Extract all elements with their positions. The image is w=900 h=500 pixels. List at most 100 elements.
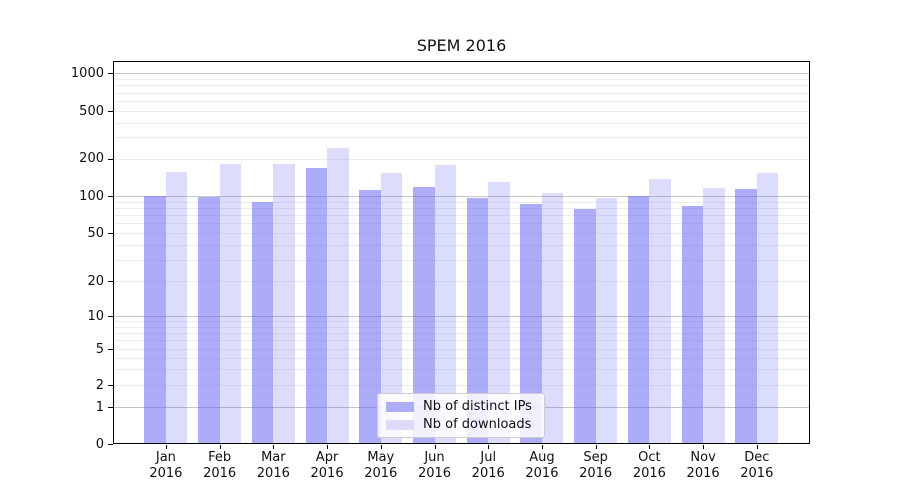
minor-gridline — [114, 357, 809, 359]
bar-downloads-jan — [165, 171, 188, 443]
bar-ips-oct — [627, 196, 650, 443]
minor-gridline — [114, 215, 809, 217]
bar-downloads-may — [380, 173, 403, 443]
legend-row: Nb of distinct IPs — [386, 399, 536, 414]
minor-gridline — [114, 233, 809, 234]
y-tick-label: 0 — [95, 436, 104, 452]
legend: Nb of distinct IPs Nb of downloads — [377, 393, 545, 438]
x-tick-label-dec: Dec 2016 — [740, 450, 774, 481]
bar-downloads-jun — [434, 165, 456, 443]
minor-gridline — [114, 85, 809, 87]
x-tick-label-mar: Mar 2016 — [256, 450, 290, 481]
y-tick-label: 50 — [87, 225, 104, 241]
minor-gridline — [114, 78, 809, 80]
bar-ips-mar — [251, 202, 274, 443]
y-tick-label: 5 — [95, 341, 104, 357]
x-tick-mark — [649, 445, 651, 449]
y-tick-mark — [108, 316, 113, 317]
minor-gridline — [114, 92, 809, 94]
minor-gridline — [114, 281, 809, 282]
bar-downloads-jul — [488, 181, 510, 443]
y-tick-mark — [108, 233, 113, 234]
bar-downloads-feb — [219, 163, 242, 443]
x-tick-mark — [541, 445, 543, 449]
minor-gridline — [114, 207, 809, 209]
bar-ips-aug — [520, 204, 542, 443]
major-gridline — [114, 196, 809, 197]
y-tick-mark — [108, 158, 113, 160]
bar-ips-jul — [466, 198, 489, 443]
x-tick-mark — [380, 445, 382, 449]
y-tick-mark — [108, 407, 113, 408]
minor-gridline — [114, 101, 809, 102]
minor-gridline — [114, 158, 809, 160]
legend-swatch-distinct-ips — [386, 401, 414, 412]
x-tick-label-jun: Jun 2016 — [417, 450, 452, 481]
minor-gridline — [114, 332, 809, 334]
y-tick-mark — [108, 444, 113, 445]
minor-gridline — [114, 326, 809, 328]
minor-gridline — [114, 201, 809, 203]
bar-ips-dec — [735, 189, 757, 443]
y-tick-mark — [108, 385, 113, 386]
bar-ips-jan — [144, 196, 166, 443]
plot-area — [113, 61, 810, 444]
bar-downloads-nov — [703, 187, 725, 443]
x-tick-label-aug: Aug 2016 — [525, 450, 559, 481]
y-tick-label: 1000 — [70, 65, 104, 81]
bar-ips-jun — [413, 187, 435, 443]
x-tick-label-sep: Sep 2016 — [579, 450, 613, 481]
x-tick-mark — [488, 445, 490, 449]
minor-gridline — [114, 137, 809, 139]
minor-gridline — [114, 122, 809, 124]
x-tick-label-oct: Oct 2016 — [632, 450, 666, 481]
minor-gridline — [114, 321, 809, 323]
y-tick-mark — [108, 349, 113, 350]
minor-gridline — [114, 111, 809, 112]
y-tick-mark — [108, 73, 113, 74]
x-tick-mark — [434, 445, 436, 449]
minor-gridline — [114, 369, 809, 371]
minor-gridline — [114, 244, 809, 246]
legend-row: Nb of downloads — [386, 417, 536, 432]
x-tick-label-may: May 2016 — [364, 450, 398, 481]
bar-ips-may — [359, 189, 381, 443]
x-tick-label-jul: Jul 2016 — [471, 450, 505, 481]
x-tick-mark — [327, 445, 329, 449]
x-tick-label-apr: Apr 2016 — [310, 450, 344, 481]
bar-ips-sep — [574, 209, 596, 443]
y-tick-label: 200 — [79, 151, 104, 166]
bar-downloads-aug — [541, 192, 564, 443]
y-tick-label: 500 — [79, 103, 104, 119]
minor-gridline — [114, 385, 809, 386]
bar-ips-feb — [198, 197, 220, 443]
legend-label: Nb of downloads — [423, 417, 532, 432]
major-gridline — [114, 316, 809, 317]
x-tick-mark — [595, 445, 597, 449]
bar-ips-nov — [681, 205, 704, 443]
y-tick-label: 100 — [79, 188, 104, 204]
y-tick-label: 20 — [87, 273, 104, 289]
y-tick-label: 2 — [95, 377, 104, 393]
legend-swatch-downloads — [386, 419, 414, 430]
x-tick-label-nov: Nov 2016 — [686, 450, 720, 481]
x-tick-mark — [219, 445, 221, 449]
y-tick-label: 1 — [95, 399, 104, 415]
minor-gridline — [114, 259, 809, 261]
bar-downloads-mar — [273, 164, 295, 443]
x-tick-mark — [273, 445, 275, 449]
minor-gridline — [114, 340, 809, 342]
x-tick-mark — [703, 445, 705, 449]
y-tick-mark — [108, 111, 113, 112]
y-tick-mark — [108, 196, 113, 197]
bar-ips-apr — [305, 167, 328, 443]
chart-title: SPEM 2016 — [416, 36, 507, 55]
x-tick-label-feb: Feb 2016 — [203, 450, 237, 481]
bar-downloads-oct — [649, 178, 671, 443]
y-tick-mark — [108, 281, 113, 282]
minor-gridline — [114, 349, 809, 350]
major-gridline — [114, 73, 809, 74]
x-tick-label-jan: Jan 2016 — [149, 450, 183, 481]
bar-downloads-sep — [595, 198, 618, 443]
